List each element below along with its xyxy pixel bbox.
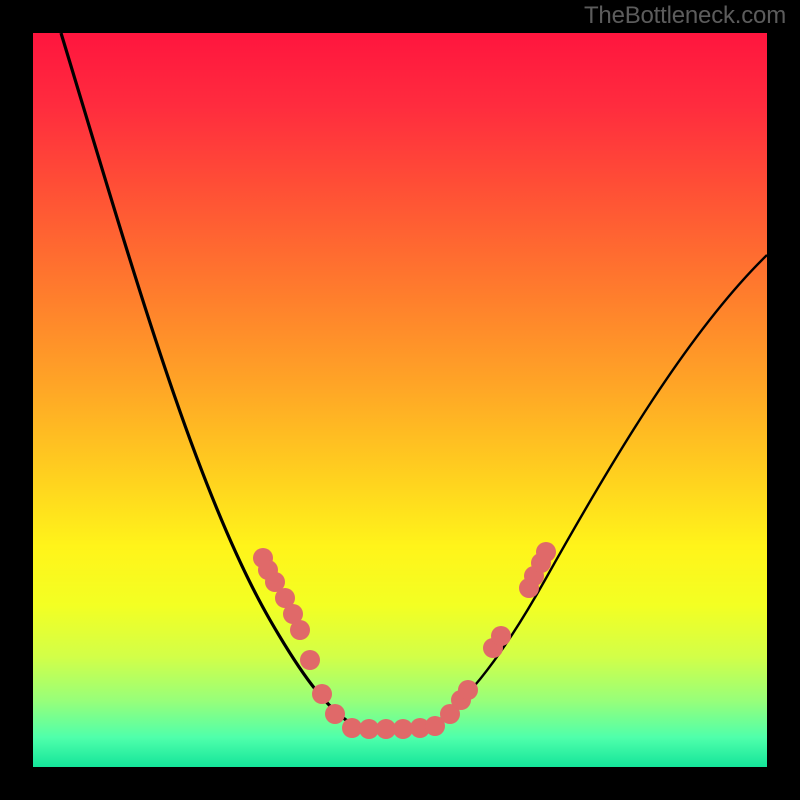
data-marker [342,718,362,738]
bottleneck-chart [0,0,800,800]
data-marker [536,542,556,562]
data-marker [325,704,345,724]
data-marker [458,680,478,700]
data-marker [312,684,332,704]
watermark-text: TheBottleneck.com [584,2,786,30]
gradient-background [33,33,767,767]
data-marker [491,626,511,646]
data-marker [393,719,413,739]
data-marker [300,650,320,670]
data-marker [290,620,310,640]
